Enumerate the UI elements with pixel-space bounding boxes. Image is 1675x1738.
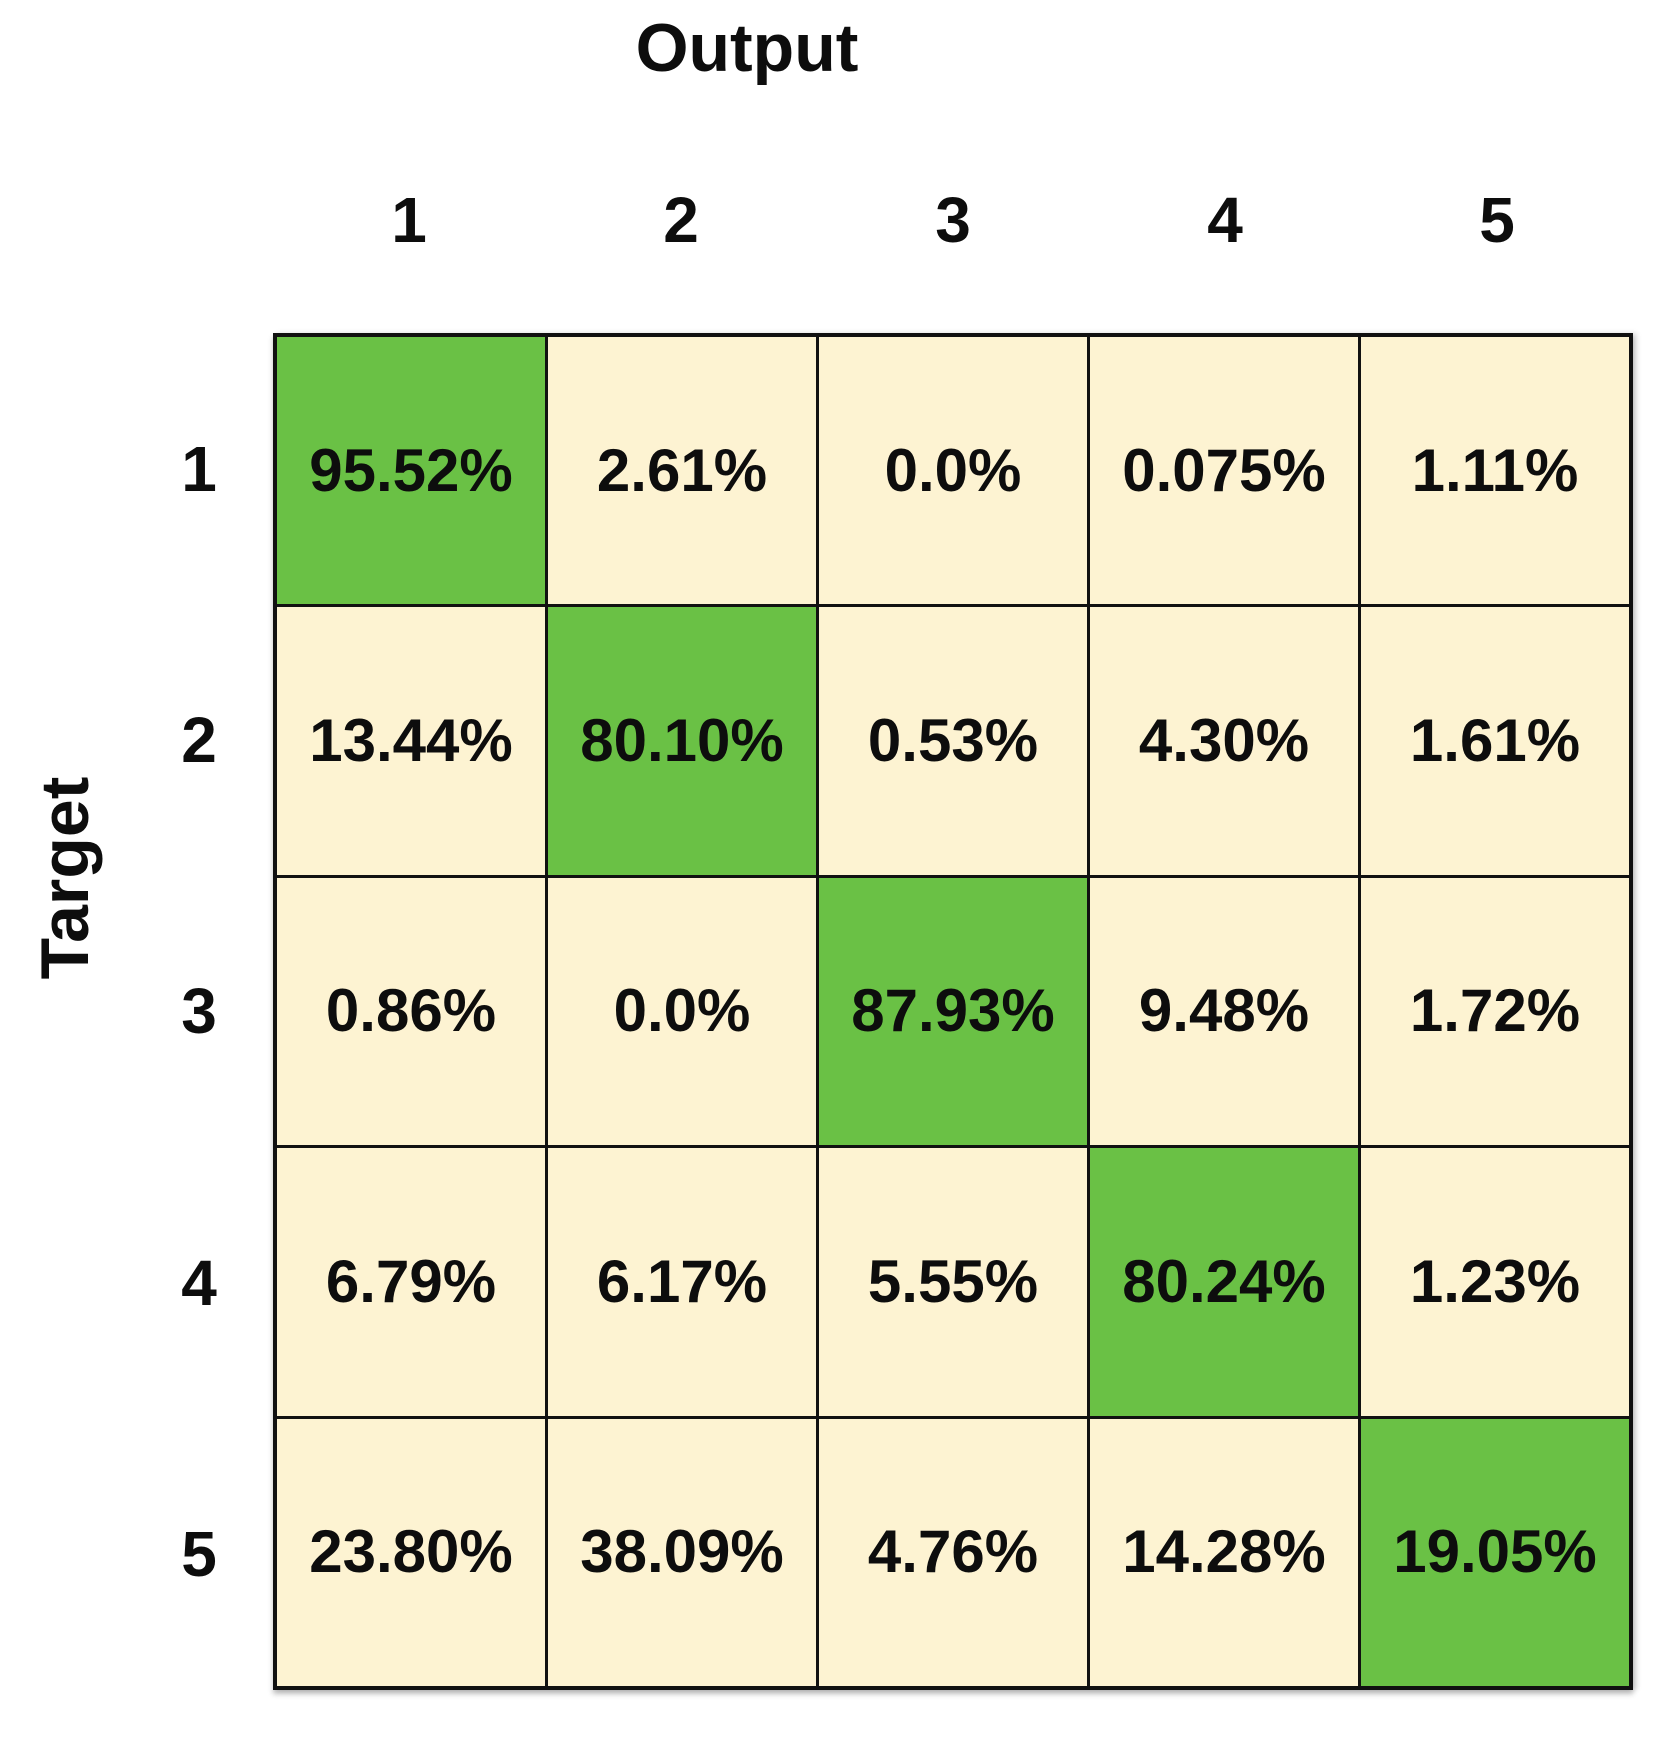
cell-r3c5: 1.72% xyxy=(1361,877,1629,1146)
cell-r1c3: 0.0% xyxy=(819,337,1087,605)
cell-r4c5: 1.23% xyxy=(1361,1148,1629,1416)
cell-r2c5: 1.61% xyxy=(1361,607,1629,875)
row-label-1: 1 xyxy=(181,432,217,505)
cell-r1c2: 2.61% xyxy=(548,337,816,605)
confusion-matrix-grid: 95.52% 2.61% 0.0% 0.075% 1.11% 13.44% 80… xyxy=(273,333,1633,1690)
cell-r4c1: 6.79% xyxy=(277,1148,545,1416)
cell-r2c2: 80.10% xyxy=(548,607,816,875)
cell-r5c5: 19.05% xyxy=(1361,1418,1629,1686)
cell-r5c2: 38.09% xyxy=(548,1418,816,1686)
cell-r4c4: 80.24% xyxy=(1090,1148,1358,1416)
col-header-5: 5 xyxy=(1479,184,1515,256)
cell-r2c1: 13.44% xyxy=(277,607,545,875)
column-headers: 1 2 3 4 5 xyxy=(273,168,1633,272)
col-header-2: 2 xyxy=(663,184,699,256)
cell-r1c4: 0.075% xyxy=(1090,337,1358,605)
row-label-2: 2 xyxy=(181,704,217,777)
col-header-3: 3 xyxy=(935,184,971,256)
output-axis-title: Output xyxy=(635,10,859,86)
cell-r5c4: 14.28% xyxy=(1090,1418,1358,1686)
cell-r3c2: 0.0% xyxy=(548,877,816,1146)
cell-r5c3: 4.76% xyxy=(819,1418,1087,1686)
cell-r3c4: 9.48% xyxy=(1090,877,1358,1146)
cell-r3c1: 0.86% xyxy=(277,877,545,1146)
col-header-4: 4 xyxy=(1207,184,1243,256)
row-label-4: 4 xyxy=(181,1246,217,1319)
cell-r4c2: 6.17% xyxy=(548,1148,816,1416)
cell-r5c1: 23.80% xyxy=(277,1418,545,1686)
row-label-3: 3 xyxy=(181,975,217,1048)
cell-r2c4: 4.30% xyxy=(1090,607,1358,875)
target-axis-title: Target xyxy=(27,776,103,980)
col-header-1: 1 xyxy=(391,184,427,256)
cell-r1c5: 1.11% xyxy=(1361,337,1629,605)
cell-r1c1: 95.52% xyxy=(277,337,545,605)
row-label-5: 5 xyxy=(181,1518,217,1591)
cell-r2c3: 0.53% xyxy=(819,607,1087,875)
cell-r3c3: 87.93% xyxy=(819,877,1087,1146)
row-labels: 1 2 3 4 5 xyxy=(149,333,249,1690)
cell-r4c3: 5.55% xyxy=(819,1148,1087,1416)
